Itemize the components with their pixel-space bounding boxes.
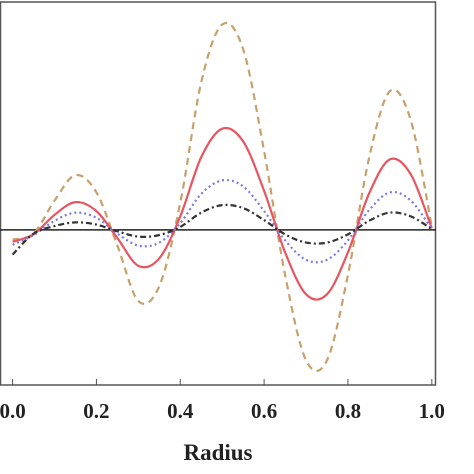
- series-line: [12, 126, 433, 301]
- x-tick-label: 0.4: [167, 399, 194, 423]
- x-tick-label: 0.8: [335, 399, 361, 423]
- x-tick-label: 0.6: [251, 399, 277, 423]
- plot-frame: [0, 1, 437, 386]
- x-tick-label: 0.2: [83, 399, 109, 423]
- x-axis-title: Radius: [183, 440, 252, 465]
- x-tick-label: 0.0: [0, 399, 26, 423]
- series-line: [12, 178, 433, 264]
- series-line: [11, 203, 433, 256]
- series-line: [12, 21, 433, 373]
- x-tick-label: 1.0: [419, 399, 445, 423]
